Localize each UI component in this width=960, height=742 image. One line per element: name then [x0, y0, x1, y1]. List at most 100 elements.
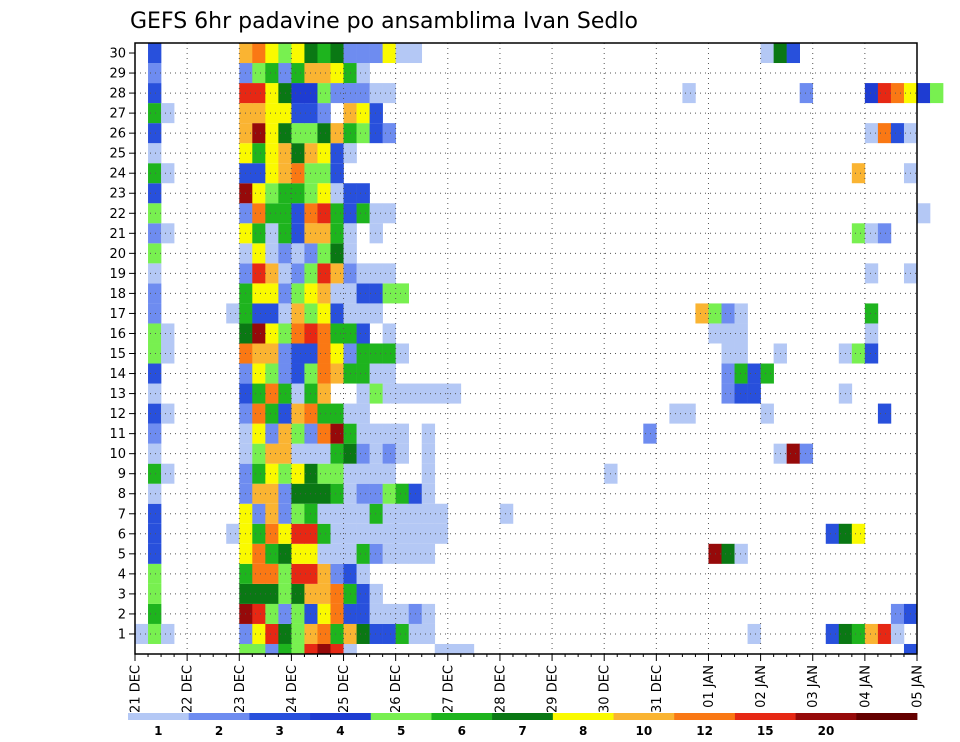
cell-member-11-step-14 [317, 423, 331, 444]
cell-member-7-step-15 [330, 503, 344, 524]
cell-member-6-step-20 [395, 523, 409, 544]
cell-member-12-step-14 [317, 403, 331, 424]
cell-member-5-step-45 [721, 543, 735, 564]
cell-member-30-step-13 [304, 43, 318, 64]
cell-member-14-step-47 [747, 363, 761, 384]
x-tick-label: 23 DEC [233, 665, 248, 713]
y-tick-label: 13 [109, 387, 126, 402]
cell-member-0-step-9 [252, 643, 266, 654]
cell-member-13-step-19 [382, 383, 396, 404]
dotted-grid [135, 43, 917, 654]
cell-member-12-step-17 [356, 403, 370, 424]
cell-member-6-step-10 [265, 523, 279, 544]
cell-member-30-step-11 [278, 43, 292, 64]
cell-member-18-step-19 [382, 283, 396, 304]
cell-member-12-step-13 [304, 403, 318, 424]
cell-member-24-step-13 [304, 163, 318, 184]
cell-member-1-step-14 [317, 623, 331, 644]
cell-member-8-step-17 [356, 483, 370, 504]
cell-member-6-step-12 [291, 523, 305, 544]
cell-member-6-step-22 [421, 523, 436, 544]
cell-member-0-step-23 [434, 643, 449, 654]
cell-member-20-step-10 [265, 243, 279, 264]
cell-member-3-step-10 [265, 583, 279, 604]
cell-member-17-step-7 [226, 303, 240, 324]
cell-member-7-step-23 [434, 503, 449, 524]
cell-member-28-step-17 [356, 83, 370, 104]
cell-member-8-step-10 [265, 483, 279, 504]
cell-member-8-step-9 [252, 483, 266, 504]
cell-member-29-step-10 [265, 63, 279, 84]
cell-member-28-step-56 [864, 83, 879, 104]
cell-member-22-step-15 [330, 203, 344, 224]
cell-member-10-step-12 [291, 443, 305, 464]
cell-member-26-step-19 [382, 123, 396, 144]
cell-member-30-step-12 [291, 43, 305, 64]
cell-member-1-step-57 [877, 623, 892, 644]
cell-member-5-step-14 [317, 543, 331, 564]
cell-member-13-step-9 [252, 383, 266, 404]
y-tick-label: 6 [118, 527, 126, 542]
cell-member-1-step-15 [330, 623, 344, 644]
cell-member-13-step-20 [395, 383, 409, 404]
cell-member-5-step-19 [382, 543, 396, 564]
x-tick-label: 01 JAN [702, 665, 717, 708]
cell-member-8-step-15 [330, 483, 344, 504]
cell-member-17-step-1 [148, 303, 162, 324]
colorbar-swatch [370, 713, 432, 720]
cell-member-9-step-18 [369, 463, 383, 484]
cell-member-19-step-18 [369, 263, 383, 284]
cell-member-1-step-0 [135, 623, 149, 644]
cell-member-3-step-18 [369, 583, 383, 604]
cell-member-8-step-19 [382, 483, 396, 504]
cell-member-13-step-46 [734, 383, 748, 404]
y-tick-label: 15 [109, 347, 126, 362]
cell-member-26-step-1 [148, 123, 162, 144]
cell-member-28-step-60 [917, 83, 931, 104]
cell-member-15-step-56 [864, 343, 879, 364]
cell-member-10-step-50 [786, 443, 800, 464]
cell-member-10-step-19 [382, 443, 396, 464]
cell-member-6-step-53 [825, 523, 840, 544]
cell-member-17-step-46 [734, 303, 748, 324]
cell-member-10-step-17 [356, 443, 370, 464]
cell-member-2-step-17 [356, 603, 370, 624]
cell-member-19-step-56 [864, 263, 879, 284]
cell-member-5-step-46 [734, 543, 748, 564]
cell-member-10-step-15 [330, 443, 344, 464]
cell-member-7-step-20 [395, 503, 409, 524]
cell-member-28-step-12 [291, 83, 305, 104]
cell-member-26-step-18 [369, 123, 383, 144]
cell-member-13-step-10 [265, 383, 279, 404]
colorbar-swatch [310, 713, 372, 720]
cell-member-9-step-17 [356, 463, 370, 484]
cell-member-8-step-12 [291, 483, 305, 504]
cell-member-26-step-56 [864, 123, 879, 144]
cell-member-28-step-18 [369, 83, 383, 104]
cell-member-21-step-12 [291, 223, 305, 244]
cell-member-7-step-14 [317, 503, 331, 524]
cell-member-18-step-10 [265, 283, 279, 304]
colorbar-label: 6 [458, 724, 466, 738]
colorbar-swatch [734, 713, 797, 720]
y-tick-label: 18 [109, 287, 126, 302]
cell-member-28-step-61 [930, 83, 944, 104]
y-axis: 1234567891011121314151617181920212223242… [109, 47, 135, 642]
cell-member-2-step-10 [265, 603, 279, 624]
cell-member-28-step-10 [265, 83, 279, 104]
y-tick-label: 8 [118, 487, 126, 502]
y-tick-label: 19 [109, 267, 126, 282]
cell-member-26-step-12 [291, 123, 305, 144]
cell-member-30-step-50 [786, 43, 800, 64]
cell-member-30-step-49 [773, 43, 787, 64]
cell-member-18-step-20 [395, 283, 409, 304]
cell-member-6-step-14 [317, 523, 331, 544]
cell-member-5-step-13 [304, 543, 318, 564]
cell-member-0-step-59 [903, 643, 918, 654]
cell-member-1-step-47 [747, 623, 761, 644]
cell-member-4-step-12 [291, 563, 305, 584]
cell-member-13-step-14 [317, 383, 331, 404]
y-tick-label: 1 [118, 627, 126, 642]
cell-member-14-step-45 [721, 363, 735, 384]
cell-member-9-step-22 [421, 463, 436, 484]
